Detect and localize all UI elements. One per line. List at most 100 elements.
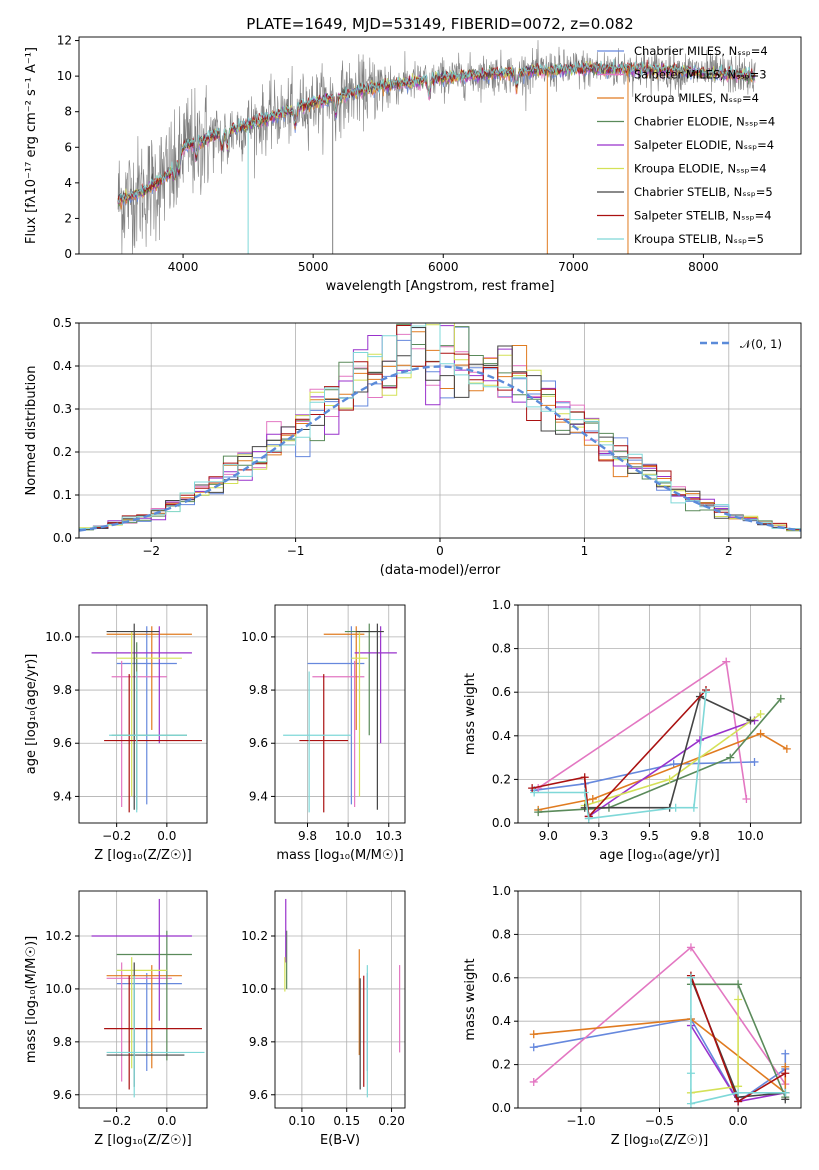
chart-title: PLATE=1649, MJD=53149, FIBERID=0072, z=0… — [246, 15, 633, 33]
x-axis-label: Z [log₁₀(Z/Z☉)] — [94, 1133, 191, 1148]
weight-point-marker — [781, 1069, 790, 1078]
weight-point-marker — [665, 775, 674, 784]
plot-area — [117, 40, 756, 254]
y-tick-label: 0 — [64, 247, 72, 261]
y-tick-label: 0.2 — [492, 1058, 511, 1072]
plot-area — [91, 623, 202, 813]
x-tick-label: −1.0 — [566, 1114, 595, 1128]
weight-point-marker — [686, 1099, 695, 1108]
x-axis-label: mass [log₁₀(M/M☉)] — [276, 848, 403, 863]
axes-frame — [78, 604, 208, 824]
y-tick-label: 10.0 — [45, 630, 72, 644]
x-tick-label: 8000 — [688, 260, 719, 274]
mass-vs-ebv-panel: 0.10 0.15 0.20 9.6 9.8 10.0 10.2 E(B-V) — [241, 890, 406, 1148]
weight-point-marker — [689, 803, 698, 812]
x-axis-label: wavelength [Angstrom, rest frame] — [326, 279, 555, 294]
weight-point-marker — [701, 688, 710, 697]
y-tick-label: 10.2 — [45, 929, 72, 943]
y-tick-label: 0.2 — [492, 772, 511, 786]
legend-entry: Salpeter ELODIE, Nₛₛₚ=4 — [634, 138, 774, 152]
x-tick-label: 1 — [581, 544, 589, 558]
x-tick-label: 0.0 — [157, 829, 176, 843]
weight-series-line — [537, 660, 748, 800]
y-tick-label: 0.1 — [53, 488, 72, 502]
x-tick-label: 9.5 — [640, 829, 659, 843]
y-tick-label: 0.0 — [492, 1101, 511, 1115]
x-tick-label: 0.0 — [157, 1114, 176, 1128]
axes-frame — [517, 604, 802, 824]
y-tick-label: 0.0 — [53, 531, 72, 545]
y-tick-label: 4 — [64, 176, 72, 190]
y-tick-label: 0.4 — [492, 729, 511, 743]
weight-point-marker — [528, 784, 537, 793]
y-axis-label: Flux [fλ10⁻¹⁷ erg cm⁻² s⁻¹ A⁻¹] — [24, 47, 39, 244]
x-axis-label: Z [log₁₀(Z/Z☉)] — [94, 848, 191, 863]
spectrum-panel: 4000 5000 6000 7000 8000 0 2 4 6 8 10 12 wavelength … — [24, 15, 802, 294]
y-tick-label: 8 — [64, 105, 72, 119]
y-tick-label: 0.4 — [492, 1014, 511, 1028]
x-tick-label: 9.8 — [298, 829, 317, 843]
x-tick-label: 0 — [436, 544, 444, 558]
y-tick-label: 10.2 — [241, 929, 268, 943]
legend-entry: Kroupa STELIB, Nₛₛₚ=5 — [634, 232, 764, 246]
plot-area — [91, 898, 205, 1098]
y-tick-label: 10.0 — [241, 630, 268, 644]
weight-point-marker — [734, 980, 743, 989]
weight-point-marker — [584, 814, 593, 823]
weight-point-marker — [726, 753, 735, 762]
weight-point-marker — [534, 808, 543, 817]
y-tick-label: 2 — [64, 211, 72, 225]
x-tick-label: −0.2 — [102, 1114, 131, 1128]
y-tick-label: 0.0 — [492, 816, 511, 830]
y-tick-label: 0.8 — [492, 642, 511, 656]
y-tick-label: 6 — [64, 140, 72, 154]
legend-entry: Salpeter STELIB, Nₛₛₚ=4 — [634, 209, 772, 223]
y-tick-label: 9.8 — [249, 683, 268, 697]
y-tick-label: 9.6 — [53, 736, 72, 750]
weight-point-marker — [746, 716, 755, 725]
y-tick-label: 10 — [57, 69, 72, 83]
y-tick-label: 0.8 — [492, 927, 511, 941]
x-tick-label: −0.2 — [102, 829, 131, 843]
age-vs-metallicity-panel: −0.2 0.0 9.4 9.6 9.8 10.0 Z [log₁₀(Z/Z☉)] age [… — [24, 604, 208, 863]
y-tick-label: 0.2 — [53, 445, 72, 459]
y-tick-label: 0.5 — [53, 316, 72, 330]
weight-point-marker — [742, 795, 751, 804]
y-tick-label: 9.6 — [53, 1088, 72, 1102]
mass-vs-metallicity-panel: −0.2 0.0 9.6 9.8 10.0 10.2 Z [log₁₀(Z/Z☉)] mass… — [24, 890, 208, 1148]
y-tick-label: 1.0 — [492, 884, 511, 898]
x-tick-label: −2 — [142, 544, 160, 558]
y-axis-label: mass weight — [463, 958, 478, 1040]
y-tick-label: 0.4 — [53, 359, 72, 373]
weight-point-marker — [530, 788, 539, 797]
axes-frame — [274, 604, 406, 824]
weight-point-marker — [756, 710, 765, 718]
x-tick-label: 5000 — [298, 260, 329, 274]
plot-area — [284, 898, 401, 1098]
weight-point-marker — [756, 729, 765, 738]
x-tick-label: 7000 — [558, 260, 589, 274]
weight-series-line — [538, 698, 782, 813]
x-axis-label: age [log₁₀(age/yr)] — [599, 848, 720, 863]
plot-area — [528, 657, 791, 823]
y-tick-label: 0.6 — [492, 685, 511, 699]
x-tick-label: 10.0 — [335, 829, 362, 843]
y-tick-label: 10.0 — [241, 982, 268, 996]
x-tick-label: 6000 — [428, 260, 459, 274]
x-tick-label: 10.3 — [375, 829, 402, 843]
y-tick-label: 9.6 — [249, 1088, 268, 1102]
y-axis-label: mass weight — [463, 673, 478, 755]
weight-point-marker — [734, 995, 743, 1004]
x-tick-label: 2 — [725, 544, 733, 558]
plot-area — [529, 943, 790, 1108]
x-axis-label: E(B-V) — [320, 1133, 360, 1148]
axes-frame — [78, 322, 802, 539]
weight-point-marker — [776, 694, 785, 703]
y-axis-label: age [log₁₀(age/yr)] — [24, 654, 39, 775]
weight-point-marker — [781, 1049, 790, 1058]
weight-point-marker — [580, 788, 589, 797]
weight-series-line — [534, 692, 707, 820]
x-tick-label: 9.3 — [589, 829, 608, 843]
weight-series-line — [584, 695, 751, 809]
